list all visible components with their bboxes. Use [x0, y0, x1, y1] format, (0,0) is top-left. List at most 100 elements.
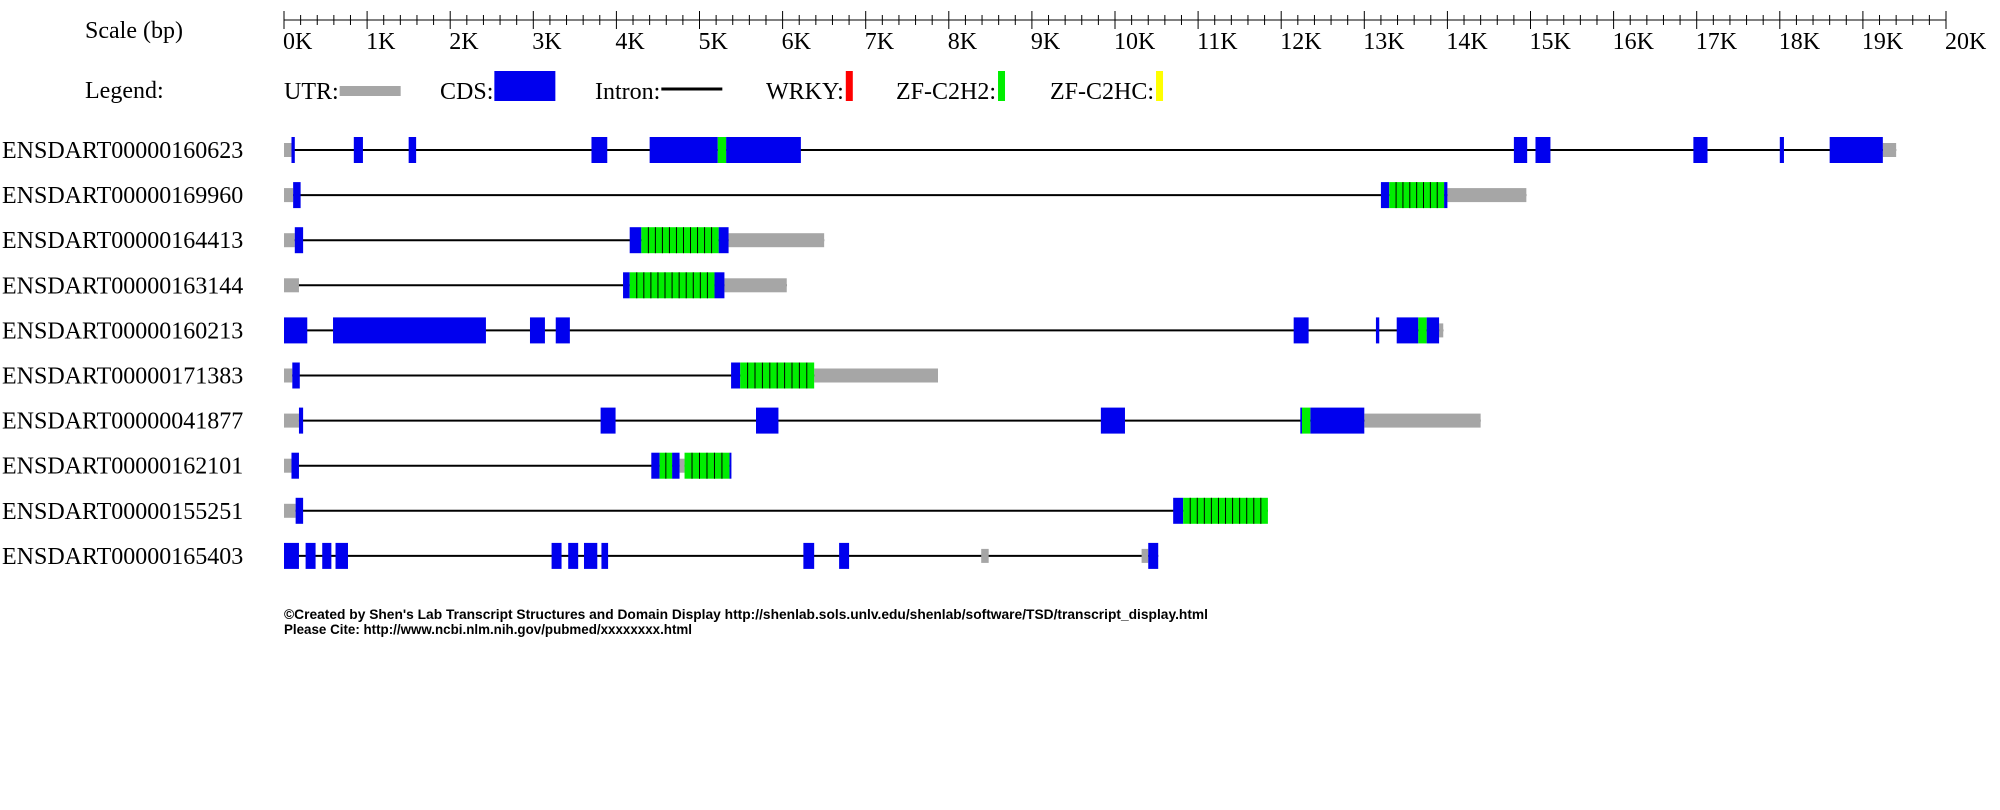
axis-tick-label: 11K — [1197, 29, 1238, 55]
cds-block — [629, 227, 642, 254]
utr-block — [1882, 143, 1897, 157]
scale-axis: 0K 1K 2K 3K 4K 5K 6K 7K 8K 9K 10K 11K 12K 13K 14K 15K 16… — [283, 11, 1987, 55]
utr-block — [728, 233, 825, 248]
cds-block — [1300, 407, 1303, 434]
cds-block — [529, 317, 545, 344]
axis-tick-label: 3K — [532, 29, 562, 55]
transcript-row: ENSDART00000160623 — [2, 137, 1897, 164]
legend-item-label: Intron: — [595, 79, 660, 105]
axis-tick-label: 17K — [1696, 29, 1738, 55]
legend-utr-swatch — [339, 86, 401, 96]
axis-tick-label: 2K — [449, 29, 479, 55]
transcript-row: ENSDART00000160213 — [2, 317, 1444, 344]
axis-tick-label: 5K — [699, 29, 729, 55]
cds-block — [284, 317, 308, 344]
legend-item-label: ZF-C2H2: — [896, 79, 996, 105]
transcript-row: ENSDART00000163144 — [2, 272, 787, 299]
scale-label: Scale (bp) — [85, 18, 183, 44]
axis-tick-label: 18K — [1779, 29, 1821, 55]
cds-block — [322, 542, 332, 569]
cds-block — [1444, 182, 1448, 209]
axis-tick-label: 20K — [1945, 29, 1987, 55]
cds-block — [729, 452, 732, 479]
axis-tick-label: 13K — [1363, 29, 1405, 55]
cds-block — [298, 407, 304, 434]
cds-block — [1396, 317, 1419, 344]
cds-block — [803, 542, 815, 569]
legend-item-label: CDS: — [440, 79, 493, 105]
transcript-row: ENSDART00000162101 — [2, 452, 732, 480]
transcript-name: ENSDART00000160623 — [2, 138, 243, 164]
cds-block — [555, 317, 570, 344]
legend: UTR: CDS: Intron: WRKY: ZF-C2H2: ZF-C2HC: — [284, 71, 1164, 105]
cds-block — [726, 137, 801, 163]
utr-block — [1447, 188, 1527, 203]
transcript-name: ENSDART00000155251 — [2, 499, 243, 525]
cds-block — [568, 542, 579, 569]
cds-block — [333, 317, 486, 344]
axis-tick-label: 0K — [283, 29, 313, 55]
utr-block — [679, 458, 685, 473]
cds-block — [353, 137, 363, 163]
cds-block — [731, 362, 741, 389]
legend-domain-swatch — [845, 71, 853, 101]
cds-block — [649, 137, 718, 163]
transcript-name: ENSDART00000169960 — [2, 183, 243, 209]
cds-block — [714, 272, 725, 299]
cds-block — [1380, 182, 1390, 209]
domain-block — [717, 137, 727, 163]
utr-block — [284, 458, 292, 473]
utr-block — [981, 548, 989, 563]
cds-block — [408, 137, 417, 163]
cds-block — [718, 227, 729, 254]
cds-block — [672, 452, 680, 479]
utr-block — [284, 413, 299, 428]
cds-block — [1310, 407, 1365, 434]
cds-block — [1535, 137, 1551, 163]
cds-block — [1829, 137, 1883, 163]
cds-block — [551, 542, 562, 569]
legend-item-label: WRKY: — [766, 79, 844, 105]
cds-block — [623, 272, 630, 299]
axis-tick-label: 10K — [1114, 29, 1156, 55]
transcript-name: ENSDART00000163144 — [2, 273, 243, 299]
axis-tick-label: 12K — [1280, 29, 1322, 55]
axis-tick-label: 19K — [1862, 29, 1904, 55]
transcript-tracks: ENSDART00000160623 ENSDART00000169960 ENSD… — [2, 137, 1897, 570]
utr-block — [814, 368, 938, 383]
cds-block — [293, 182, 301, 209]
utr-block — [1364, 413, 1481, 428]
cds-block — [1375, 317, 1380, 344]
credit-line: ©Created by Shen's Lab Transcript Struct… — [284, 606, 1208, 622]
legend-item-label: UTR: — [284, 79, 339, 105]
cds-block — [839, 542, 850, 569]
transcript-name: ENSDART00000165403 — [2, 544, 243, 570]
utr-block — [284, 233, 295, 248]
transcript-row: ENSDART00000171383 — [2, 362, 938, 390]
cds-block — [305, 542, 316, 569]
utr-block — [284, 278, 299, 293]
cds-block — [1779, 137, 1784, 163]
axis-tick-label: 9K — [1031, 29, 1061, 55]
cds-block — [291, 452, 299, 479]
cite-line: Please Cite: http://www.ncbi.nlm.nih.gov… — [284, 621, 692, 637]
domain-block — [1301, 407, 1311, 434]
utr-block — [724, 278, 787, 293]
transcript-name: ENSDART00000164413 — [2, 228, 243, 254]
transcript-row: ENSDART00000041877 — [2, 407, 1481, 435]
transcript-name: ENSDART00000160213 — [2, 318, 243, 344]
cds-block — [292, 362, 300, 389]
cds-block — [591, 137, 608, 163]
legend-domain-swatch — [1156, 71, 1164, 101]
cds-block — [651, 452, 660, 479]
utr-block — [1141, 548, 1149, 563]
axis-tick-label: 6K — [782, 29, 812, 55]
utr-block — [284, 503, 296, 518]
utr-block — [284, 143, 292, 157]
legend-cds-swatch — [494, 71, 556, 101]
axis-tick-label: 4K — [615, 29, 645, 55]
cds-block — [294, 227, 304, 254]
cds-block — [1426, 317, 1440, 344]
legend-label: Legend: — [85, 78, 164, 104]
transcript-row: ENSDART00000155251 — [2, 497, 1268, 525]
